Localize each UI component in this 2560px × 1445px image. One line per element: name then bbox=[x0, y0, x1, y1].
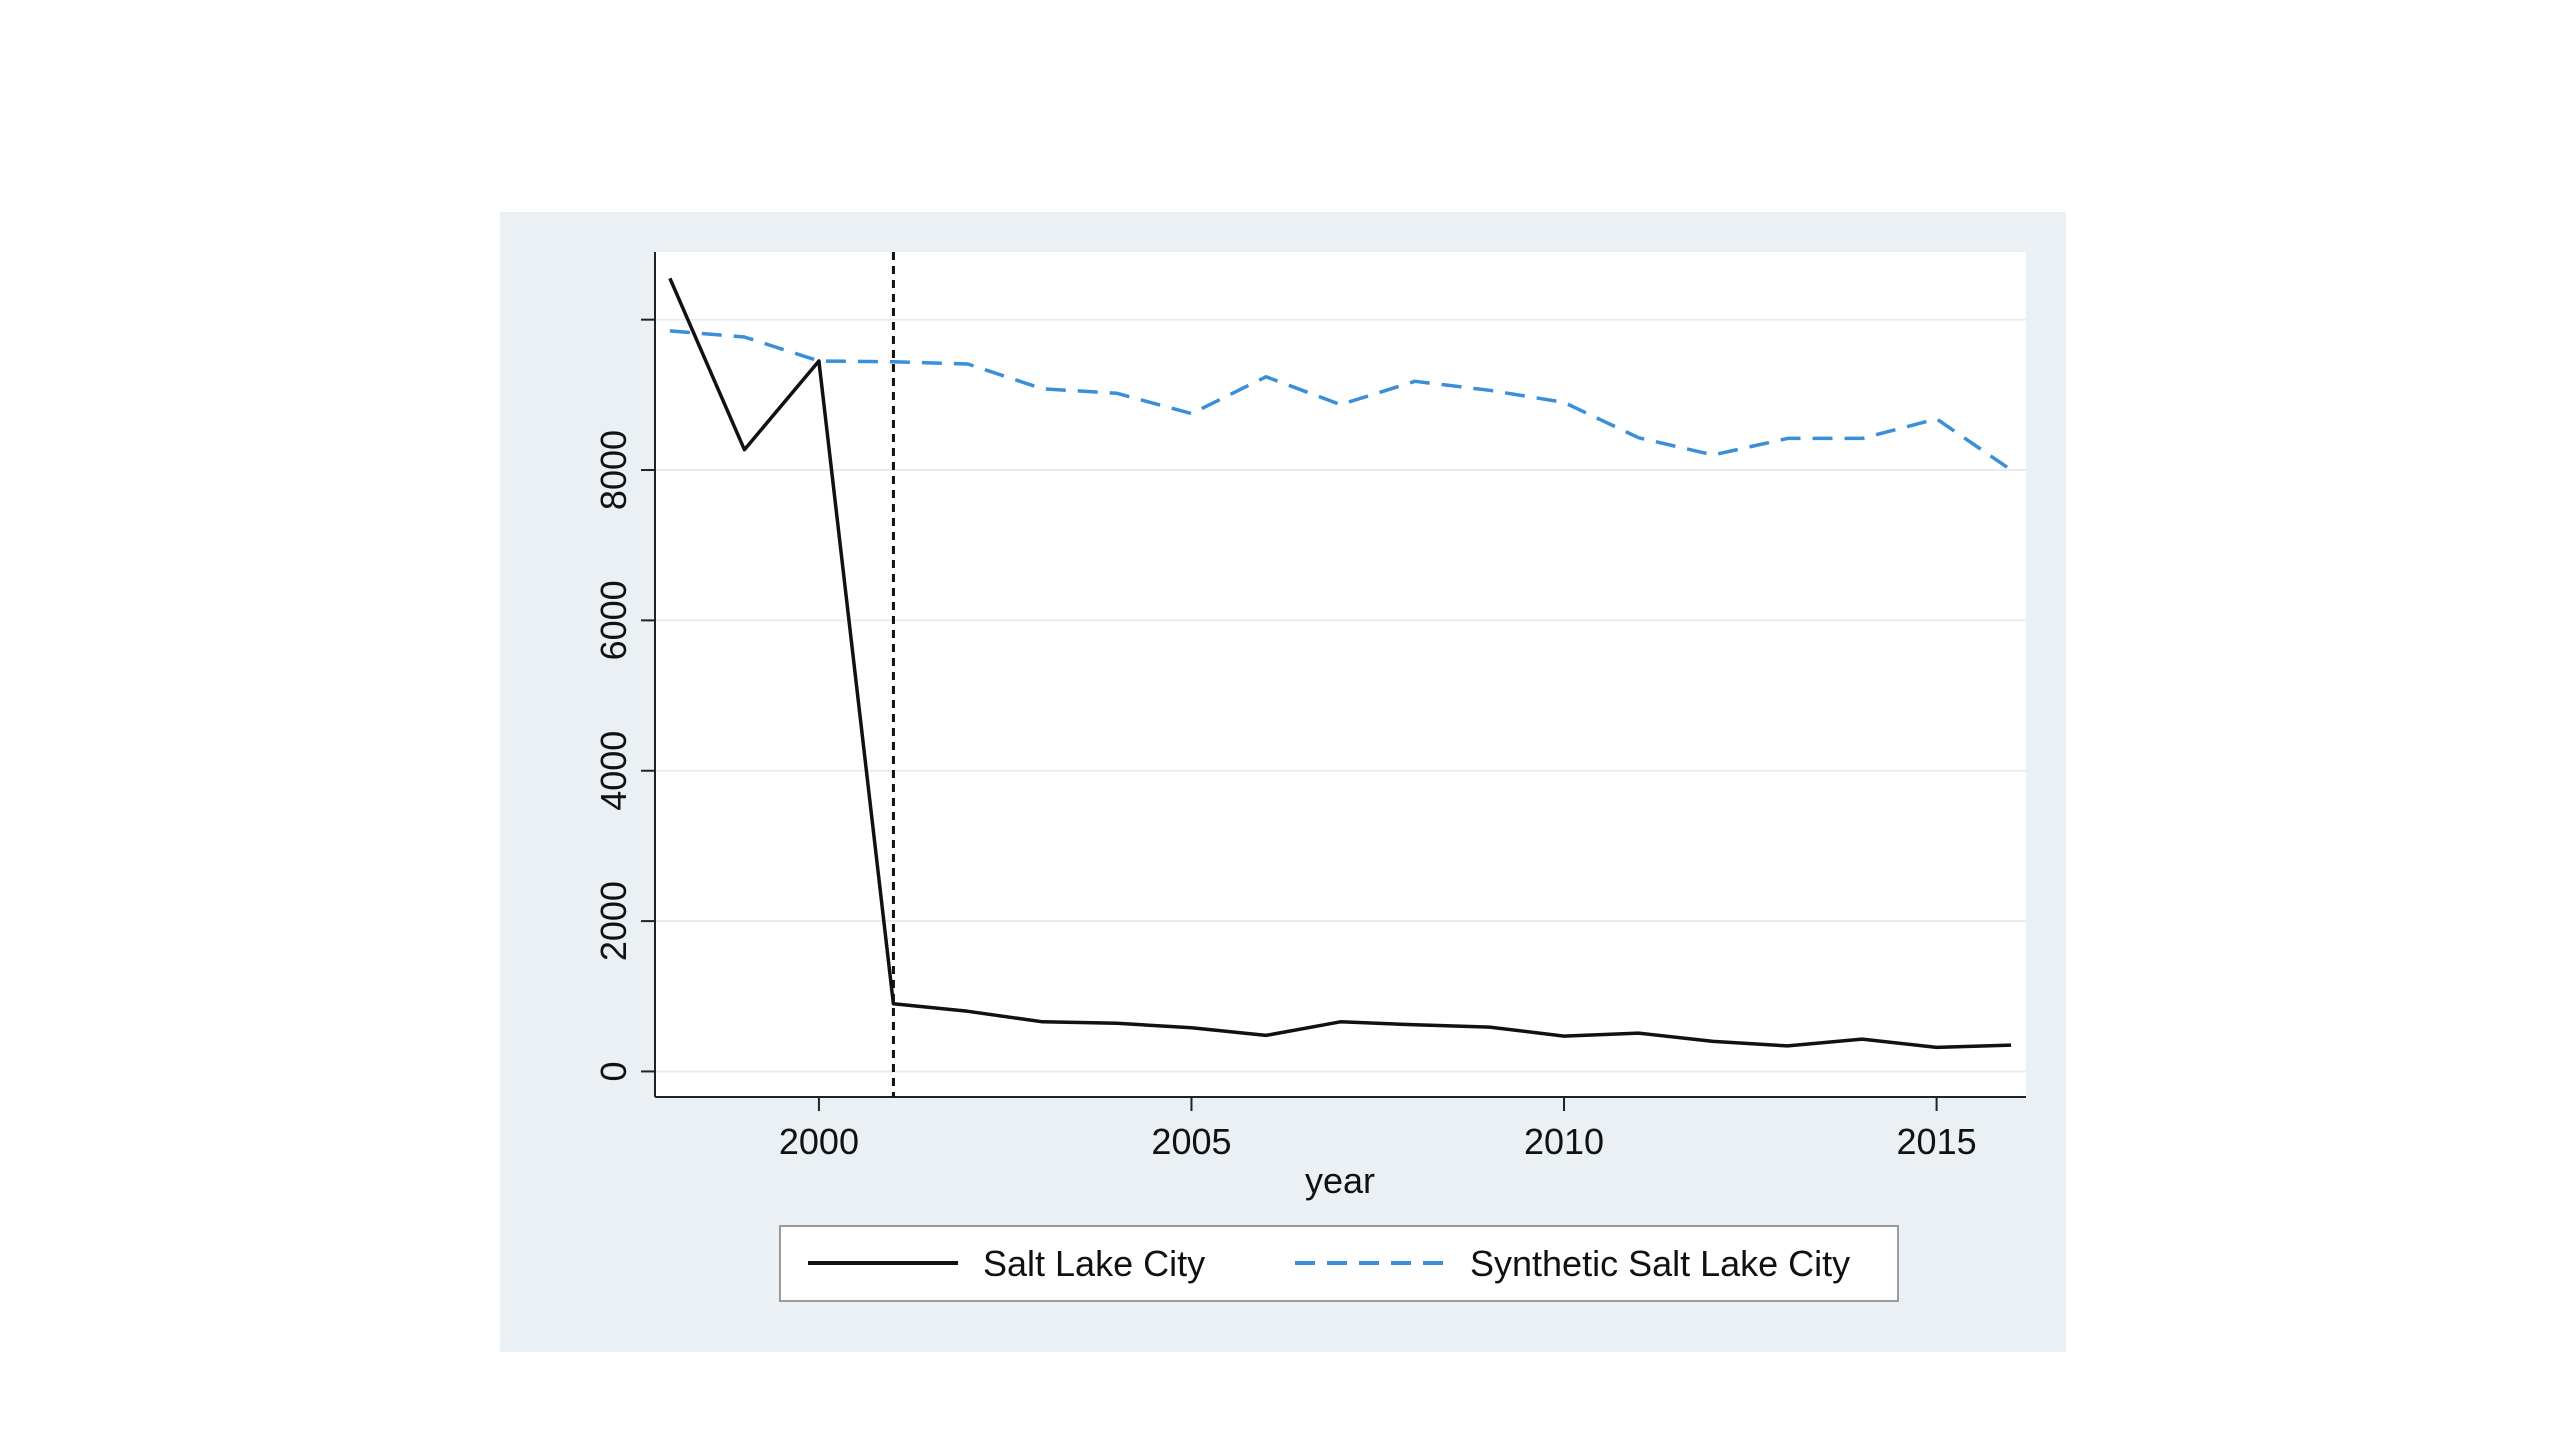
y-tick-label: 6000 bbox=[593, 580, 634, 660]
x-axis-label: year bbox=[1305, 1160, 1375, 1201]
y-tick-label: 2000 bbox=[593, 881, 634, 961]
legend: Salt Lake City Synthetic Salt Lake City bbox=[779, 1225, 1899, 1302]
x-tick-label: 2015 bbox=[1897, 1121, 1977, 1162]
x-tick-label: 2005 bbox=[1151, 1121, 1231, 1162]
legend-label-1: Salt Lake City bbox=[983, 1243, 1205, 1284]
tick-labels: 0 2000 4000 6000 8000 2000 2005 2010 2015 bbox=[593, 430, 1977, 1162]
axes bbox=[641, 252, 2026, 1111]
x-tick-label: 2010 bbox=[1524, 1121, 1604, 1162]
x-tick-label: 2000 bbox=[779, 1121, 859, 1162]
plot-area bbox=[655, 252, 2026, 1097]
y-tick-label: 4000 bbox=[593, 731, 634, 811]
legend-label-2: Synthetic Salt Lake City bbox=[1470, 1243, 1850, 1284]
y-tick-label: 8000 bbox=[593, 430, 634, 510]
y-tick-label: 0 bbox=[593, 1061, 634, 1081]
series-line-1 bbox=[668, 277, 2012, 1050]
series-line-2 bbox=[669, 329, 2013, 472]
series-lines bbox=[668, 277, 2013, 1050]
